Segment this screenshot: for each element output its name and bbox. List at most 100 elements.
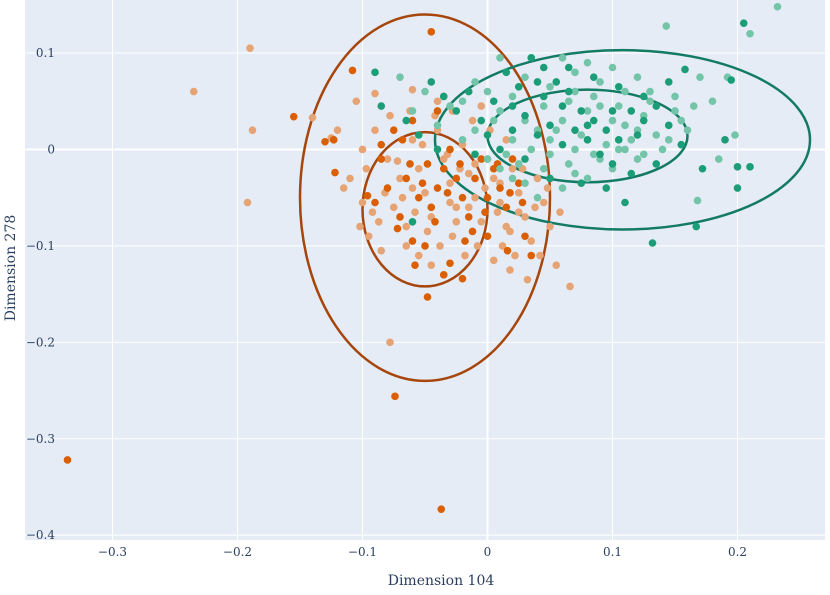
x-tick-label: 0 <box>484 545 492 559</box>
data-point <box>402 174 411 183</box>
data-point <box>521 179 529 188</box>
data-point <box>374 217 383 226</box>
data-point <box>321 137 329 146</box>
data-point <box>683 126 692 134</box>
data-point <box>411 261 419 269</box>
data-point <box>377 102 386 110</box>
data-point <box>371 126 379 134</box>
data-point <box>398 193 407 202</box>
data-point <box>423 293 432 301</box>
data-point <box>733 163 742 171</box>
data-point <box>571 68 579 77</box>
data-point <box>514 179 523 188</box>
data-point <box>652 160 661 168</box>
data-point <box>421 87 429 96</box>
data-point <box>521 232 529 241</box>
data-point <box>506 227 514 236</box>
data-point <box>468 116 477 125</box>
data-point <box>558 54 567 62</box>
plot-background <box>25 0 825 540</box>
data-point <box>558 116 567 125</box>
data-point <box>423 160 432 168</box>
data-point <box>511 251 519 260</box>
data-point <box>396 174 404 183</box>
data-point <box>464 87 473 96</box>
data-point <box>461 251 469 260</box>
data-point <box>329 136 338 144</box>
data-point <box>621 145 629 154</box>
data-point <box>408 217 417 226</box>
data-point <box>418 179 427 188</box>
data-point <box>452 203 461 212</box>
data-point <box>539 63 548 72</box>
data-point <box>431 217 439 226</box>
data-point <box>506 189 514 197</box>
data-point <box>333 126 342 134</box>
data-point <box>681 65 689 74</box>
data-point <box>408 85 417 94</box>
data-point <box>189 87 198 96</box>
data-point <box>746 29 754 38</box>
data-point <box>652 131 661 139</box>
data-point <box>662 22 671 30</box>
data-point <box>427 28 436 36</box>
data-point <box>514 208 523 216</box>
data-point <box>446 179 454 188</box>
data-point <box>523 275 532 284</box>
data-point <box>596 150 604 159</box>
data-point <box>621 198 629 207</box>
data-point <box>364 232 373 241</box>
data-point <box>539 102 548 110</box>
data-point <box>437 505 446 513</box>
data-point <box>552 261 561 269</box>
data-point <box>402 242 411 250</box>
data-point <box>714 155 723 163</box>
data-point <box>521 111 529 120</box>
data-point <box>456 160 464 168</box>
data-point <box>727 76 736 84</box>
data-point <box>496 54 504 62</box>
data-point <box>546 174 554 183</box>
data-point <box>596 102 604 110</box>
data-point <box>627 107 636 115</box>
data-point <box>658 145 667 154</box>
data-point <box>386 111 394 120</box>
data-point <box>468 227 477 236</box>
data-point <box>356 222 364 231</box>
y-tick-label: −0.1 <box>26 239 55 253</box>
data-point <box>393 224 402 233</box>
data-point <box>483 87 492 96</box>
data-point <box>439 164 448 173</box>
data-point <box>692 222 701 231</box>
data-point <box>496 145 504 154</box>
data-point <box>358 145 367 154</box>
data-point <box>731 131 739 139</box>
data-point <box>471 150 479 159</box>
data-point <box>589 116 598 125</box>
data-point <box>389 126 398 134</box>
data-point <box>527 251 536 260</box>
data-point <box>503 246 512 255</box>
data-point <box>639 116 648 125</box>
data-point <box>248 126 257 134</box>
data-point <box>558 184 567 192</box>
data-point <box>677 116 686 125</box>
data-point <box>452 217 461 226</box>
data-point <box>552 78 561 86</box>
data-point <box>352 97 361 106</box>
data-point <box>398 136 407 144</box>
data-point <box>721 136 729 144</box>
data-point <box>614 102 623 110</box>
data-point <box>508 155 517 163</box>
data-point <box>639 150 648 159</box>
data-point <box>583 58 592 67</box>
y-tick-label: −0.4 <box>26 528 56 542</box>
data-point <box>396 213 404 221</box>
data-point <box>693 196 702 205</box>
data-point <box>289 112 298 121</box>
data-point <box>514 160 523 168</box>
data-point <box>546 121 554 130</box>
data-point <box>63 456 72 464</box>
data-point <box>733 184 742 192</box>
